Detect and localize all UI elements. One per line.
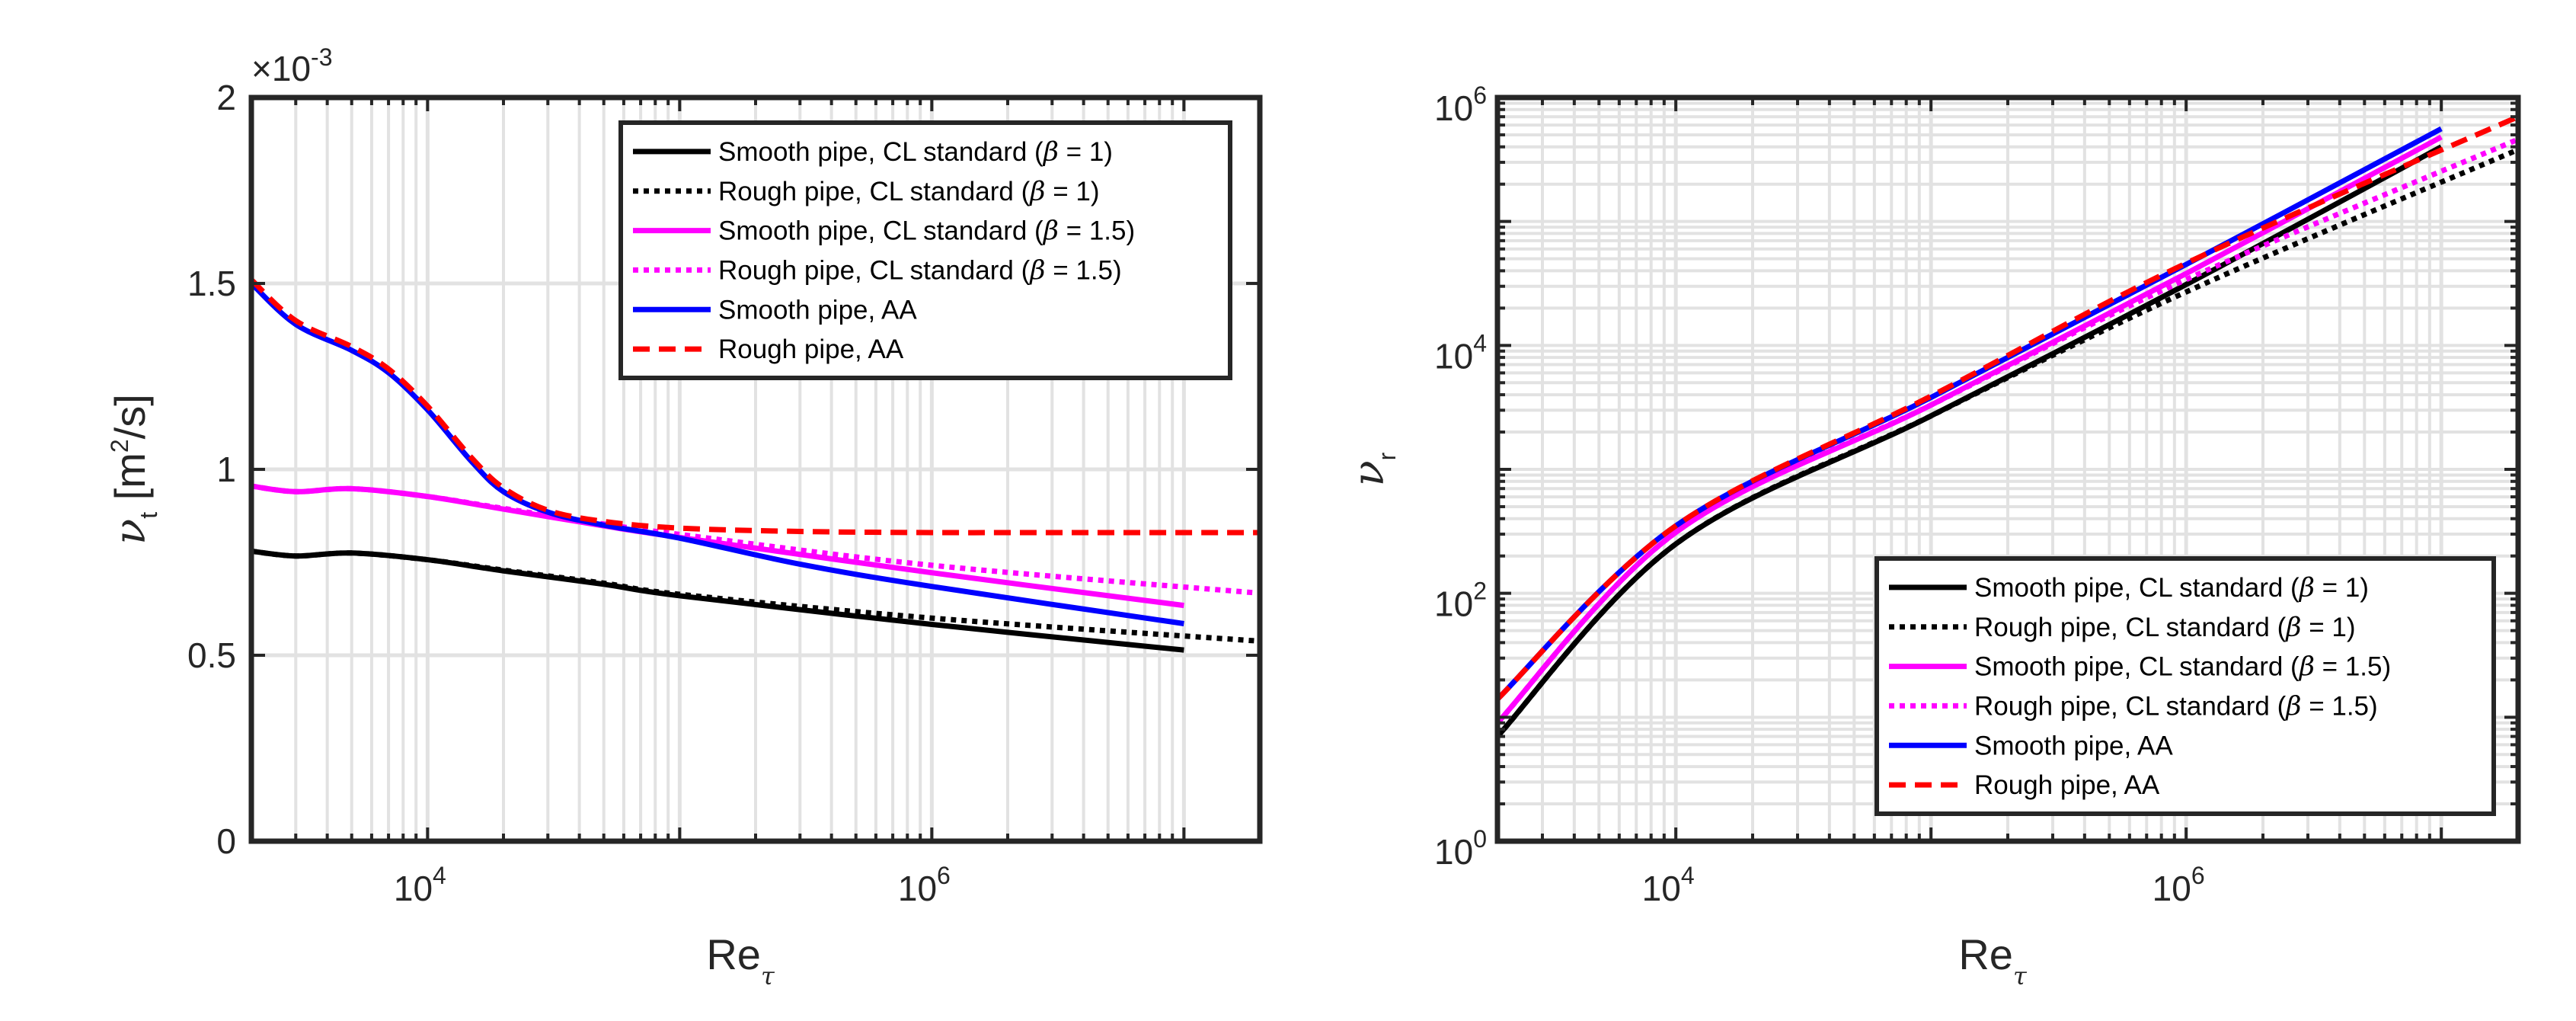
legend-label-beta: β bbox=[1028, 177, 1045, 207]
series-line-2 bbox=[1495, 147, 2520, 738]
y-tick-label-base: 10 bbox=[1434, 336, 1473, 376]
y-tick-label-base: 10 bbox=[1434, 584, 1473, 624]
x-tick-label: 106 bbox=[2153, 862, 2205, 908]
x-tick-label: 104 bbox=[1642, 862, 1695, 908]
y-tick-label: 1 bbox=[216, 450, 236, 489]
x-tick-label-base: 10 bbox=[898, 869, 937, 908]
legend-label-text: = 1.5) bbox=[2315, 652, 2391, 682]
series-line-4 bbox=[251, 483, 1261, 596]
legend-label-2: Rough pipe, CL standard (β = 1) bbox=[718, 177, 1099, 207]
y-axis-label-symbol: ν bbox=[1344, 460, 1394, 486]
series-line-6 bbox=[1495, 114, 2520, 702]
x-tick-label-exponent: 6 bbox=[937, 862, 951, 889]
y-tick-label-exponent: 0 bbox=[1473, 825, 1487, 853]
x-tick-label-base: 10 bbox=[394, 869, 433, 908]
y-tick-label: 106 bbox=[1434, 82, 1487, 128]
legend-label-3: Smooth pipe, CL standard (β = 1.5) bbox=[1974, 652, 2391, 683]
y-axis-label: νr bbox=[1344, 452, 1401, 486]
y-tick-label-exponent: 2 bbox=[1473, 578, 1487, 605]
y-tick-label: 1.5 bbox=[187, 264, 236, 303]
y-tick-label-exponent: 4 bbox=[1473, 329, 1487, 357]
legend-label-beta: β bbox=[2298, 573, 2315, 603]
y-tick-label: 102 bbox=[1434, 578, 1487, 624]
legend-label-beta: β bbox=[1042, 137, 1059, 168]
y-tick-label: 0 bbox=[216, 821, 236, 861]
legend-label-text: Smooth pipe, CL standard ( bbox=[718, 216, 1044, 246]
legend-label-1: Smooth pipe, CL standard (β = 1) bbox=[1974, 573, 2369, 603]
y-axis-label-unit-exponent: 2 bbox=[106, 439, 133, 453]
legend-label-text: = 1.5) bbox=[1059, 216, 1135, 246]
y-axis-label: νt [m2/s] bbox=[106, 394, 162, 545]
y-tick-label-base: 10 bbox=[1434, 832, 1473, 872]
axis-exponent-label: ×10-3 bbox=[251, 43, 332, 88]
tick-marks bbox=[1496, 96, 2520, 843]
x-tick-label-base: 10 bbox=[1642, 869, 1681, 908]
legend-label-text: Rough pipe, CL standard ( bbox=[1974, 613, 2287, 642]
y-axis-label-subscript: t bbox=[135, 512, 162, 519]
legend-label-beta: β bbox=[1028, 255, 1045, 286]
y-tick-label: 2 bbox=[216, 78, 236, 117]
legend-label-2: Rough pipe, CL standard (β = 1) bbox=[1974, 613, 2355, 643]
y-tick-label: 100 bbox=[1434, 825, 1487, 872]
axis-exponent-prefix: ×10 bbox=[251, 49, 311, 88]
x-tick-label-exponent: 4 bbox=[433, 862, 446, 889]
legend-label-text: Smooth pipe, CL standard ( bbox=[1974, 573, 2300, 603]
legend: Smooth pipe, CL standard (β = 1)Rough pi… bbox=[1874, 556, 2496, 816]
x-axis-label: Reτ bbox=[1958, 930, 2028, 991]
axis-exponent-power: -3 bbox=[311, 43, 332, 71]
x-axis-label-main: Re bbox=[1958, 930, 2013, 978]
legend-label-text: Smooth pipe, CL standard ( bbox=[718, 137, 1044, 167]
legend-label-text: = 1) bbox=[1059, 137, 1113, 167]
x-tick-label-exponent: 6 bbox=[2191, 862, 2205, 889]
legend-label-1: Smooth pipe, CL standard (β = 1) bbox=[718, 137, 1113, 168]
y-axis-label-subscript: r bbox=[1373, 452, 1401, 460]
y-axis-label-unit: [m bbox=[106, 453, 154, 512]
x-axis-label: Reτ bbox=[706, 930, 775, 991]
x-axis-label-subscript: τ bbox=[2013, 962, 2028, 991]
x-axis-label-subscript: τ bbox=[761, 962, 775, 991]
legend-label-4: Rough pipe, CL standard (β = 1.5) bbox=[718, 255, 1122, 286]
y-tick-label: 0.5 bbox=[187, 635, 236, 675]
y-axis-label-symbol: ν bbox=[106, 519, 155, 545]
series-line-6 bbox=[249, 277, 1260, 536]
legend: Smooth pipe, CL standard (β = 1)Rough pi… bbox=[618, 120, 1232, 380]
legend-box bbox=[618, 120, 1232, 380]
series-line-4 bbox=[1495, 136, 2520, 725]
legend-label-5: Smooth pipe, AA bbox=[718, 295, 917, 325]
legend-label-text: = 1) bbox=[1045, 177, 1099, 206]
legend-label-text: Rough pipe, CL standard ( bbox=[1974, 691, 2287, 721]
series-line-5 bbox=[249, 281, 1184, 626]
legend-label-text: Smooth pipe, CL standard ( bbox=[1974, 652, 2300, 682]
legend-label-beta: β bbox=[2284, 613, 2301, 643]
legend-label-text: = 1) bbox=[2315, 573, 2369, 603]
legend-box bbox=[1874, 556, 2496, 816]
legend-label-beta: β bbox=[1042, 216, 1059, 247]
x-tick-label-base: 10 bbox=[2153, 869, 2191, 908]
y-tick-label: 104 bbox=[1434, 329, 1487, 376]
x-tick-label-exponent: 4 bbox=[1681, 862, 1695, 889]
legend-label-text: = 1.5) bbox=[2301, 691, 2377, 721]
y-tick-label-base: 10 bbox=[1434, 88, 1473, 128]
series-line-2 bbox=[251, 548, 1261, 644]
x-tick-label: 104 bbox=[394, 862, 446, 908]
legend-label-3: Smooth pipe, CL standard (β = 1.5) bbox=[718, 216, 1135, 247]
tick-marks bbox=[250, 96, 1261, 843]
legend-label-6: Rough pipe, AA bbox=[718, 334, 904, 364]
legend-label-beta: β bbox=[2284, 691, 2301, 722]
y-tick-label-exponent: 6 bbox=[1473, 82, 1487, 109]
legend-label-text: = 1) bbox=[2301, 613, 2355, 642]
legend-label-4: Rough pipe, CL standard (β = 1.5) bbox=[1974, 691, 2378, 722]
x-tick-label: 106 bbox=[898, 862, 951, 908]
legend-label-beta: β bbox=[2298, 652, 2315, 683]
x-axis-label-main: Re bbox=[706, 930, 761, 978]
y-axis-label-unit-rest: /s] bbox=[106, 394, 154, 439]
legend-label-text: Rough pipe, CL standard ( bbox=[718, 177, 1031, 206]
legend-label-text: Rough pipe, CL standard ( bbox=[718, 255, 1031, 285]
legend-label-text: = 1.5) bbox=[1045, 255, 1121, 285]
legend-label-5: Smooth pipe, AA bbox=[1974, 731, 2173, 760]
legend-label-6: Rough pipe, AA bbox=[1974, 770, 2160, 800]
